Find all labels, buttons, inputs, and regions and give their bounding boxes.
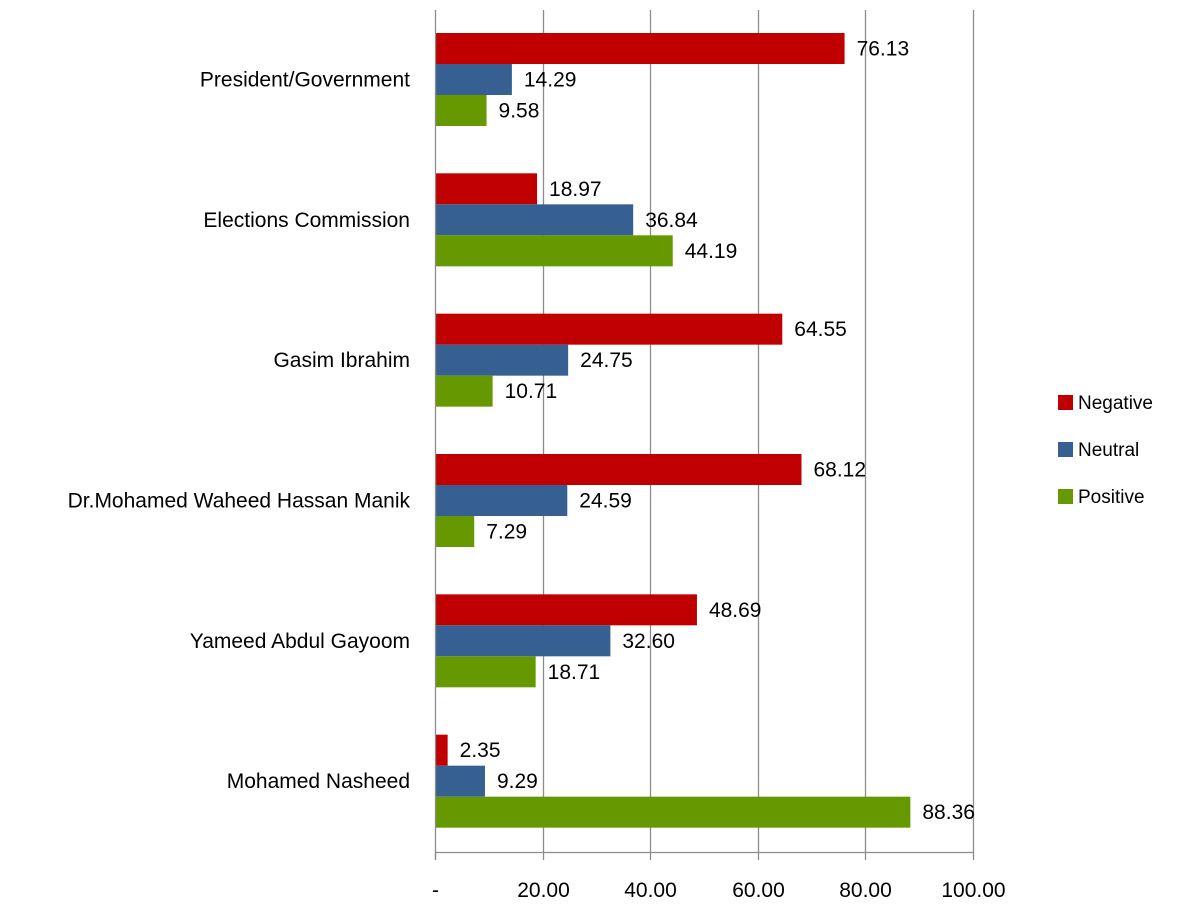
data-label-positive-gasim-ibrahim: 10.71 xyxy=(505,380,558,403)
data-label-positive-president-government: 9.58 xyxy=(499,100,540,123)
data-label-negative-dr-mohamed-waheed-hassan-manik: 68.12 xyxy=(813,459,866,482)
bar-positive-president-government xyxy=(435,95,487,126)
legend-label-negative: Negative xyxy=(1078,393,1153,414)
data-label-neutral-gasim-ibrahim: 24.75 xyxy=(580,349,633,372)
category-label-elections-commission: Elections Commission xyxy=(203,209,410,232)
bar-neutral-mohamed-nasheed xyxy=(435,765,485,797)
x-tick-label-2: 40.00 xyxy=(624,879,677,902)
bar-negative-president-government xyxy=(435,33,845,64)
data-label-neutral-elections-commission: 36.84 xyxy=(645,209,698,232)
data-label-negative-elections-commission: 18.97 xyxy=(549,178,602,201)
bar-positive-yameed-abdul-gayoom xyxy=(435,656,536,688)
bar-neutral-president-government xyxy=(435,64,512,95)
legend-swatch-positive xyxy=(1058,489,1073,504)
data-label-negative-mohamed-nasheed: 2.35 xyxy=(460,739,501,762)
category-label-gasim-ibrahim: Gasim Ibrahim xyxy=(273,349,410,372)
data-label-negative-gasim-ibrahim: 64.55 xyxy=(794,318,847,341)
bar-neutral-yameed-abdul-gayoom xyxy=(435,625,611,657)
x-tick-label-3: 60.00 xyxy=(732,879,785,902)
bar-neutral-dr-mohamed-waheed-hassan-manik xyxy=(435,485,568,516)
axes: President/Government Elections Commission… xyxy=(68,10,1006,902)
data-label-negative-president-government: 76.13 xyxy=(857,38,910,61)
bar-negative-elections-commission xyxy=(435,173,538,205)
bar-negative-dr-mohamed-waheed-hassan-manik xyxy=(435,454,802,485)
legend-label-neutral: Neutral xyxy=(1078,440,1139,461)
category-label-president-government: President/Government xyxy=(200,69,410,92)
gridlines xyxy=(542,10,975,852)
data-label-neutral-mohamed-nasheed: 9.29 xyxy=(497,770,538,793)
data-label-positive-mohamed-nasheed: 88.36 xyxy=(922,801,975,824)
x-tick-label-4: 80.00 xyxy=(839,879,892,902)
category-label-yameed-abdul-gayoom: Yameed Abdul Gayoom xyxy=(190,630,410,653)
bar-positive-mohamed-nasheed xyxy=(435,796,911,828)
data-label-positive-dr-mohamed-waheed-hassan-manik: 7.29 xyxy=(486,521,527,544)
x-tick-label-0: - xyxy=(432,879,439,902)
data-labels: 76.13 14.29 9.58 18.97 36.84 44.19 64.55 24.75 1… xyxy=(460,38,975,825)
bar-positive-elections-commission xyxy=(435,235,673,267)
legend-label-positive: Positive xyxy=(1078,487,1145,508)
legend-swatch-negative xyxy=(1058,395,1073,410)
legend-swatch-neutral xyxy=(1058,442,1073,457)
data-label-positive-yameed-abdul-gayoom: 18.71 xyxy=(548,661,601,684)
category-label-mohamed-nasheed: Mohamed Nasheed xyxy=(227,770,410,793)
data-label-neutral-yameed-abdul-gayoom: 32.60 xyxy=(622,630,675,653)
data-label-positive-elections-commission: 44.19 xyxy=(685,240,738,263)
bar-neutral-elections-commission xyxy=(435,204,634,236)
bar-positive-dr-mohamed-waheed-hassan-manik xyxy=(435,516,475,547)
bar-negative-gasim-ibrahim xyxy=(435,313,783,345)
bar-positive-gasim-ibrahim xyxy=(435,375,493,407)
x-tick-label-5: 100.00 xyxy=(941,879,1005,902)
bar-negative-mohamed-nasheed xyxy=(435,734,448,766)
bars xyxy=(435,33,911,828)
data-label-neutral-president-government: 14.29 xyxy=(524,69,577,92)
bar-neutral-gasim-ibrahim xyxy=(435,344,569,376)
x-tick-label-1: 20.00 xyxy=(517,879,570,902)
bar-negative-yameed-abdul-gayoom xyxy=(435,594,697,626)
category-label-dr-mohamed-waheed-hassan-manik: Dr.Mohamed Waheed Hassan Manik xyxy=(68,490,411,513)
data-label-negative-yameed-abdul-gayoom: 48.69 xyxy=(709,599,762,622)
legend: Negative Neutral Positive xyxy=(1058,393,1153,508)
data-label-neutral-dr-mohamed-waheed-hassan-manik: 24.59 xyxy=(579,490,632,513)
